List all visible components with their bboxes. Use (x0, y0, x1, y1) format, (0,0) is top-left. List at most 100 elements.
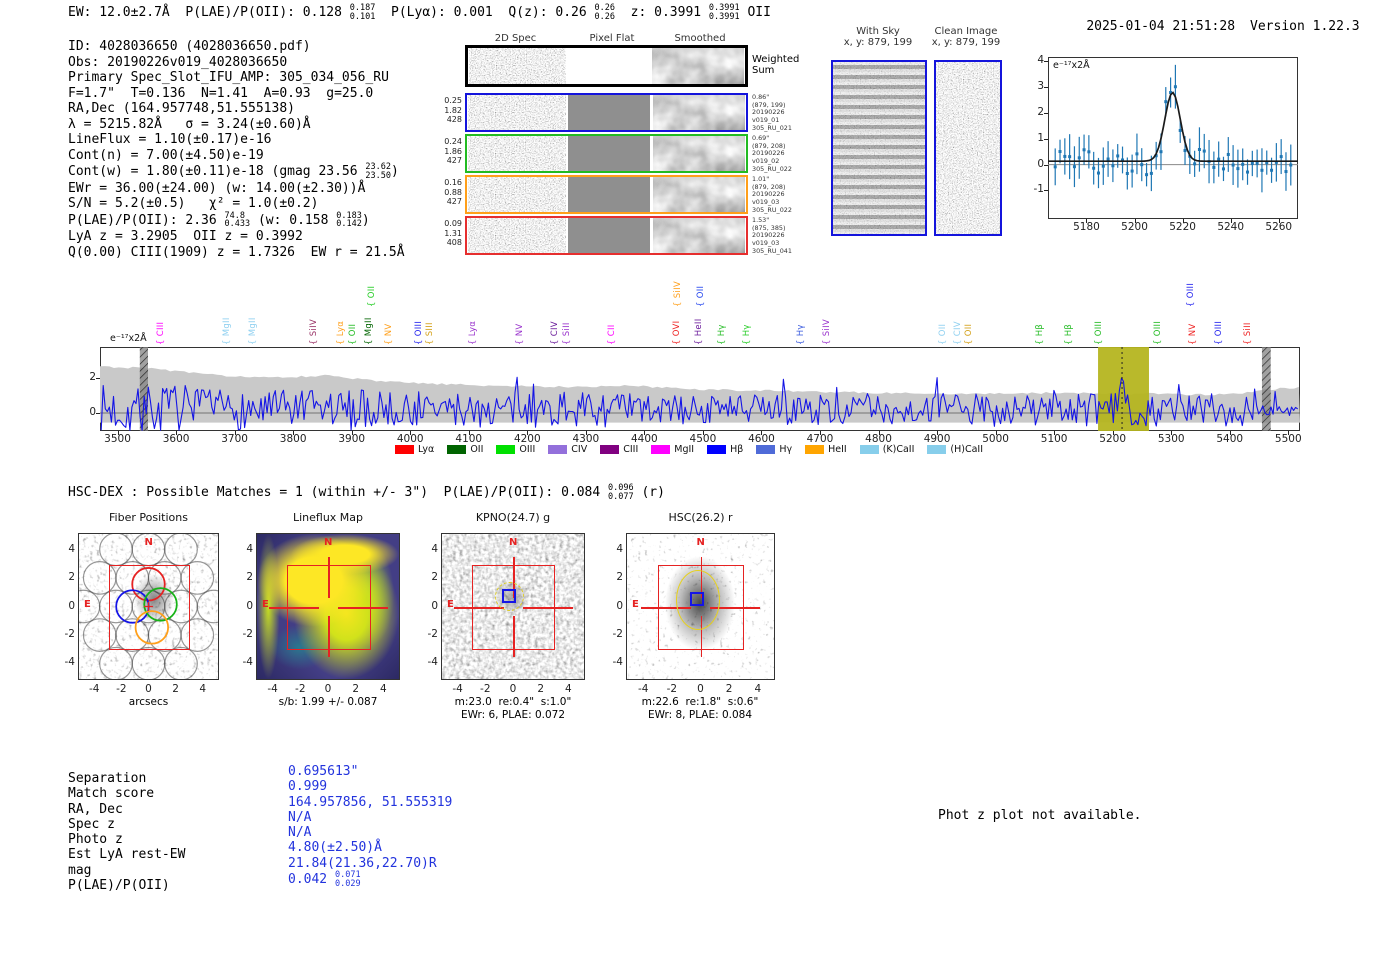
line-label-oii: { OII (964, 323, 975, 345)
spec2d-segment-pixelflat (567, 177, 651, 212)
spec2d-segment-pixelflat (567, 136, 651, 171)
spec2d-title-pixelflat: Pixel Flat (589, 33, 635, 44)
spectrum-xtick-mark (1229, 431, 1231, 435)
weight-value: 0.24 (444, 137, 462, 146)
info-line: Cont(w) = 1.80(±0.11)e-18 (gmag 23.56 23… (68, 163, 405, 181)
spectrum-xtick-mark (702, 431, 704, 435)
version: Version 1.22.3 (1250, 19, 1360, 34)
panel-xtick: 4 (380, 683, 387, 695)
summary-header: EW: 12.0±2.7Å P(LAE)/P(OII): 0.128 0.187… (68, 4, 771, 22)
panel-ytick: -2 (64, 627, 75, 640)
fraction-lower: 23.50 (365, 170, 392, 181)
legend-label: Lyα (418, 444, 435, 455)
panel-xtick: -2 (480, 683, 491, 695)
meta-line: 1.01" (752, 175, 770, 183)
text-segment: N/A (288, 809, 312, 825)
spectrum-xtick: 3500 (104, 433, 131, 445)
spec2d-segment-2dspec (468, 136, 566, 171)
panel-xtick: -4 (267, 683, 278, 695)
meta-line: v019_03 (752, 198, 780, 207)
meta-line: 20190226 (752, 149, 785, 158)
full-spectrum-plot (100, 347, 1300, 431)
text-segment: LyA z = 3.2905 OII z = 0.3992 (68, 229, 303, 245)
line-label-heii: { HeII (694, 318, 705, 345)
match-row-label: Photo z (68, 832, 123, 848)
spectrum-xtick: 3800 (279, 433, 307, 445)
ifu-extent-box (109, 565, 190, 650)
panel-ytick: 2 (68, 571, 75, 584)
info-line: λ = 5215.82Å σ = 3.24(±0.60)Å (68, 117, 405, 133)
fiber-positions-plot (78, 533, 219, 680)
match-row-label: RA, Dec (68, 801, 123, 817)
spectrum-units-annotation: e⁻¹⁷x2Å (110, 333, 147, 344)
clean-header: Clean Image x, y: 879, 199 (912, 26, 1020, 48)
withsky-header: With Sky x, y: 879, 199 (824, 26, 932, 48)
line-label-oiii: { OIII (1185, 282, 1196, 307)
spectrum-xtick: 4700 (806, 433, 834, 445)
panel-ytick: 0 (68, 599, 75, 612)
match-row-label: Separation (68, 771, 147, 786)
panel-ytick: 4 (68, 542, 75, 555)
line-label-oii: { OII (696, 285, 707, 307)
weight-value: 408 (446, 238, 462, 248)
spectrum-xtick: 4100 (455, 433, 483, 445)
spectrum-xtick-mark (293, 431, 295, 435)
inset-ytick-mark (1044, 190, 1048, 192)
panel-xtick: 4 (565, 683, 572, 695)
meta-line: 305_RU_041 (752, 246, 792, 255)
stacked-fraction: 0.187 0.101 (350, 4, 376, 22)
source-info-block: ID: 4028036650 (4028036650.pdf) Obs: 2019… (68, 39, 405, 260)
panel-ytick: 0 (616, 599, 623, 612)
report-meta: 2025-01-04 21:51:28 Version 1.22.3 (1055, 4, 1360, 49)
panel-xtick: 0 (324, 683, 332, 695)
panel-ytick: 0 (431, 599, 438, 612)
spec2d-segment-smoothed (652, 177, 746, 212)
spec2d-segment-2dspec (468, 177, 566, 212)
hsc-crosshair (710, 607, 760, 609)
panel-xtick: 4 (754, 683, 762, 695)
inset-ytick: 3 (1037, 79, 1044, 92)
panel-xtick: 2 (537, 683, 545, 695)
meta-line: v019_01 (752, 116, 780, 125)
match-row-value: N/A (288, 825, 452, 840)
spectrum-xtick-mark (820, 431, 821, 435)
fraction-upper: 0.096 (608, 483, 634, 493)
hsc-crosshair (641, 607, 691, 609)
line-label-hγ: { Hγ (742, 324, 753, 345)
text-segment: EWr = 36.00(±24.00) (w: 14.00(±2.30))Å (68, 180, 366, 196)
panel-xlabel-kpno: m:23.0 re:0.4" s:1.0" (454, 696, 572, 708)
panel-xtick: 0 (145, 683, 152, 695)
kpno-g-plot (441, 533, 585, 680)
match-row-label: P(LAE)/P(OII) (68, 878, 170, 894)
spectrum-xtick-mark (878, 431, 880, 435)
clean-title: Clean Image (934, 26, 998, 37)
line-label-oii: { OII (367, 285, 378, 307)
inset-ytick: 1 (1037, 131, 1044, 144)
panel-ytick: -4 (64, 656, 75, 669)
lineflux-crosshair (338, 607, 388, 609)
spec2d-segment-2dspec (468, 95, 566, 130)
match-row-value: 0.042 0.071 0.029 (288, 871, 452, 889)
spectrum-xtick: 5500 (1274, 433, 1302, 445)
north-label: N (324, 537, 333, 548)
spectrum-xtick-mark (937, 431, 939, 435)
stacked-fraction: 0.26 0.26 (595, 4, 615, 22)
text-segment: S/N = 5.2(±0.5) χ² = 1.0(±0.2) (68, 196, 319, 212)
legend-label: OIII (519, 444, 536, 455)
spectrum-xtick: 4200 (513, 433, 541, 445)
info-line: LyA z = 3.2905 OII z = 0.3992 (68, 229, 405, 245)
panel-xlabel-lineflux: s/b: 1.99 +/- 0.087 (278, 696, 378, 708)
meta-line: (879, 208) (752, 182, 786, 191)
info-line: Cont(n) = 7.00(±4.50)e-19 (68, 148, 405, 164)
meta-line: v019_02 (752, 157, 780, 166)
north-label: N (696, 537, 705, 548)
text-segment: λ = 5215.82Å σ = 3.24(±0.60)Å (68, 116, 311, 132)
spectrum-xtick: 4600 (748, 433, 775, 445)
hsc-r-plot (626, 533, 775, 680)
text-segment: P(Lyα): 0.001 Q(z): 0.26 (375, 4, 595, 20)
spec2d-segment-pixelflat (567, 95, 651, 130)
match-table-labels: Separation Match score RA, Dec Spec z Photo … (68, 771, 185, 893)
legend-item: HeII (805, 444, 847, 455)
text-segment: (w: 0.158 (250, 212, 337, 228)
spec2d-segment-pixelflat (567, 218, 651, 253)
